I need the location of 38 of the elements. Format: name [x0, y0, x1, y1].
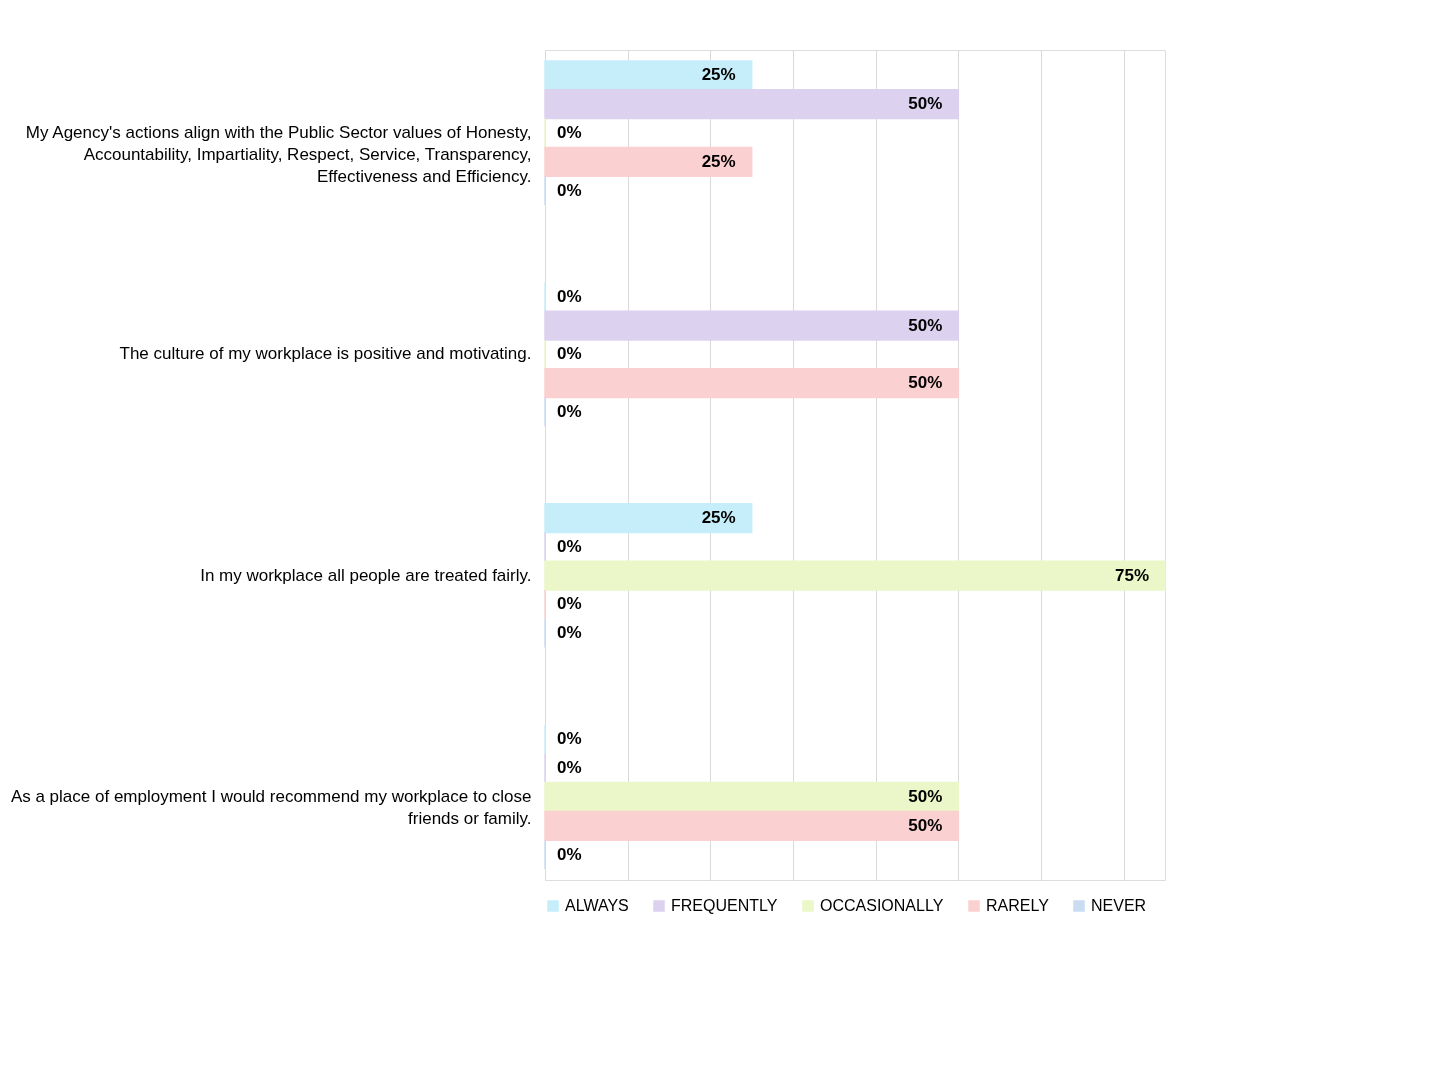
data-label: 75%	[1114, 565, 1149, 585]
data-label: 0%	[557, 729, 582, 749]
data-label: 0%	[557, 180, 582, 200]
y-tick-label: My Agency's actions align with the Public Sector values of Honesty, Accountability, Impartiality, Respect, Service, Transparency, Effectiveness and Efficiency.	[25, 123, 532, 186]
legend-label: ALWAYS	[565, 897, 629, 914]
bar	[544, 781, 960, 813]
y-tick-label: The culture of my workplace is positive and motivating.	[119, 344, 532, 364]
data-label: 50%	[908, 315, 943, 335]
data-label: 0%	[557, 401, 582, 421]
data-label: 0%	[557, 536, 582, 556]
bar	[544, 310, 960, 341]
bar	[544, 89, 960, 120]
data-label: 0%	[557, 344, 582, 364]
data-label: 0%	[557, 594, 582, 614]
data-label: 0%	[557, 623, 582, 643]
data-label: 50%	[908, 815, 943, 835]
data-label: 25%	[701, 151, 736, 171]
data-label: 25%	[701, 508, 736, 528]
data-label: 0%	[557, 123, 582, 142]
data-label: 0%	[557, 286, 582, 306]
bar	[544, 502, 753, 534]
data-label: 0%	[557, 844, 582, 864]
legend-label: FREQUENTLY	[671, 897, 778, 914]
data-label: 50%	[908, 94, 943, 114]
legend-label: RARELY	[986, 897, 1050, 914]
legend-label: NEVER	[1091, 897, 1147, 914]
bar	[544, 60, 753, 91]
data-label: 50%	[908, 373, 943, 393]
data-label: 25%	[701, 65, 736, 85]
bar	[544, 560, 1166, 591]
bar	[544, 146, 753, 177]
data-label: 0%	[557, 758, 582, 778]
y-tick-label: In my workplace all people are treated fairly.	[200, 565, 532, 585]
bar	[544, 367, 960, 399]
data-label: 50%	[908, 787, 943, 806]
legend-label: OCCASIONALLY	[820, 897, 944, 914]
y-tick-label: As a place of employment I would recommend my workplace to close friends or family.	[10, 787, 532, 828]
bar	[544, 810, 960, 841]
